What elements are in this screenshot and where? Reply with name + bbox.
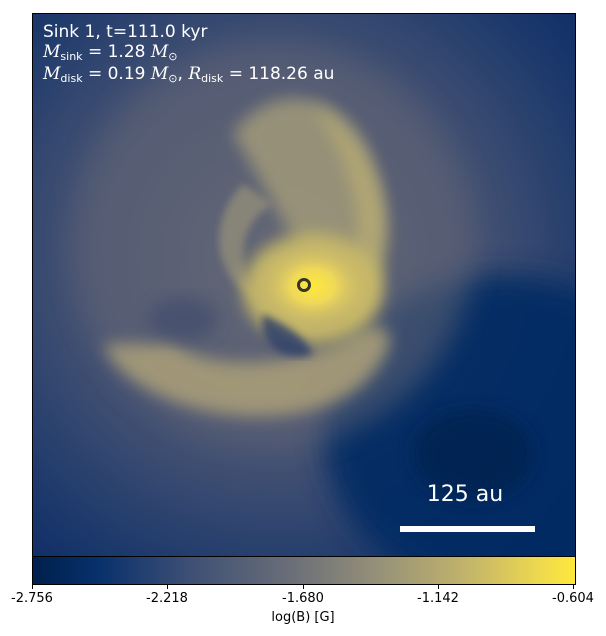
colorbar-tick — [32, 584, 33, 589]
annotation-disk-properties: Mdisk = 0.19 M⊙, Rdisk = 118.26 au — [43, 64, 335, 85]
colorbar-tick — [438, 584, 439, 589]
scale-bar — [400, 526, 535, 532]
colorbar-tick-label: -0.604 — [552, 591, 594, 606]
colorbar-tick — [573, 584, 574, 589]
colorbar-tick-label: -1.142 — [417, 591, 459, 606]
colorbar-label: log(B) [G] — [271, 610, 335, 625]
colorbar-tick-label: -1.680 — [282, 591, 324, 606]
colorbar-tick — [303, 584, 304, 589]
colorbar-tick-label: -2.756 — [11, 591, 53, 606]
sink-marker — [297, 278, 311, 292]
annotation-sink-mass: Msink = 1.28 M⊙ — [43, 42, 178, 63]
magnetic-field-map: Sink 1, t=111.0 kyr Msink = 1.28 M⊙ Mdis… — [32, 13, 576, 557]
colorbar-tick-label: -2.218 — [146, 591, 188, 606]
field-image — [33, 14, 575, 556]
scale-bar-label: 125 au — [426, 482, 504, 507]
colorbar-tick — [167, 584, 168, 589]
annotation-title: Sink 1, t=111.0 kyr — [43, 22, 208, 42]
colorbar — [32, 556, 576, 585]
